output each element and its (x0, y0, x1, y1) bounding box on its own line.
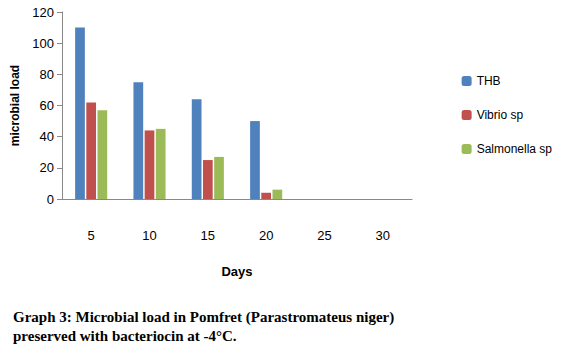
svg-text:Salmonella sp: Salmonella sp (477, 142, 553, 156)
svg-text:preserved with bacteriocin at: preserved with bacteriocin at -4°C. (13, 328, 237, 344)
svg-text:120: 120 (32, 5, 54, 20)
svg-text:15: 15 (201, 228, 215, 243)
svg-text:microbial load: microbial load (8, 65, 22, 146)
svg-text:5: 5 (88, 228, 95, 243)
svg-text:Graph 3: Microbial load in Pom: Graph 3: Microbial load in Pomfret (Para… (13, 309, 398, 326)
svg-text:20: 20 (259, 228, 273, 243)
svg-text:40: 40 (40, 129, 54, 144)
svg-text:25: 25 (317, 228, 331, 243)
svg-text:THB: THB (477, 74, 501, 88)
svg-text:20: 20 (40, 160, 54, 175)
svg-text:10: 10 (142, 228, 156, 243)
svg-text:60: 60 (40, 98, 54, 113)
svg-text:Vibrio sp: Vibrio sp (477, 108, 524, 122)
svg-text:30: 30 (376, 228, 390, 243)
svg-text:Days: Days (221, 264, 252, 279)
svg-text:100: 100 (32, 36, 54, 51)
svg-text:80: 80 (40, 67, 54, 82)
svg-text:0: 0 (47, 192, 54, 207)
